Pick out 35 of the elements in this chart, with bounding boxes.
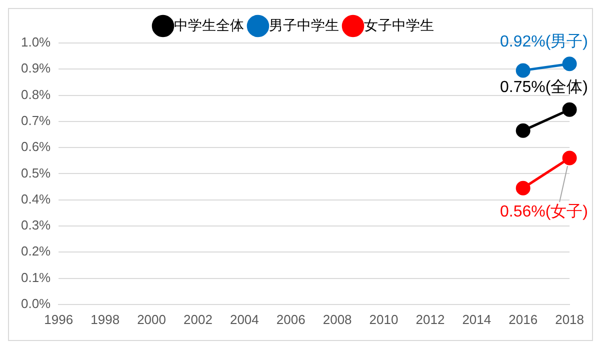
annotation: 0.92%(男子): [500, 33, 588, 50]
x-tick-label: 2006: [276, 312, 306, 327]
x-tick-label: 2004: [230, 312, 259, 327]
y-tick-label: 0.2%: [20, 244, 52, 259]
point: [562, 150, 577, 166]
point: [562, 102, 577, 117]
annotation: 0.56%(女子): [500, 203, 588, 220]
legend-label: 男子中学生: [269, 16, 339, 33]
point: [562, 56, 577, 72]
x-tick-label: 2016: [508, 312, 538, 327]
y-tick-label: 0.7%: [20, 113, 52, 128]
y-tick-label: 0.8%: [20, 86, 52, 102]
point: [516, 63, 530, 78]
y-tick-label: 0.9%: [20, 60, 52, 76]
x-tick-label: 2008: [322, 312, 352, 327]
y-tick-label: 0.3%: [20, 218, 52, 233]
x-tick-label: 2010: [369, 312, 398, 327]
legend-label: 女子中学生: [364, 16, 434, 33]
x-tick-label: 2018: [555, 312, 584, 327]
y-tick-label: 0.4%: [20, 191, 52, 206]
x-tick-label: 2000: [137, 312, 166, 327]
y-tick-label: 0.1%: [20, 270, 52, 285]
annotation: 0.75%(全体): [500, 79, 588, 96]
y-tick-label: 0.5%: [20, 165, 52, 180]
x-tick-label: 1996: [44, 312, 74, 327]
point: [516, 180, 530, 196]
x-tick-label: 2012: [416, 312, 445, 327]
x-tick-label: 2014: [462, 312, 492, 327]
point: [516, 123, 530, 138]
x-tick-label: 2002: [184, 312, 212, 327]
legend-label: 中学生全体: [174, 16, 244, 33]
y-tick-label: 0.0%: [20, 296, 52, 311]
x-tick-label: 1998: [90, 312, 120, 327]
y-tick-label: 1.0%: [20, 34, 52, 50]
y-tick-label: 0.6%: [20, 139, 52, 154]
